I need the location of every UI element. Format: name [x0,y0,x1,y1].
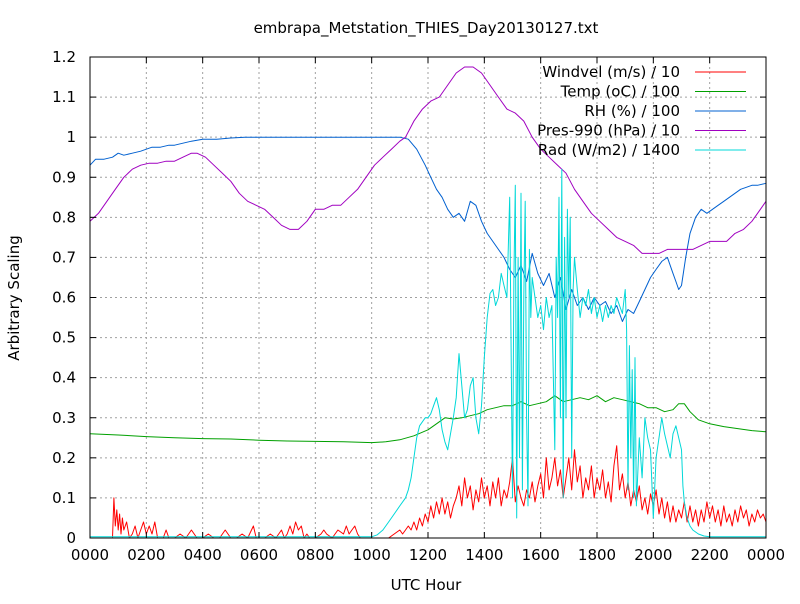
series-line-2 [89,395,767,444]
x-tick-label: 1800 [578,546,616,564]
y-tick-label: 0 [66,529,76,547]
series-lines [89,66,767,539]
y-tick-label: 0.3 [52,409,76,427]
y-tick-label: 0.9 [52,168,76,186]
x-tick-label: 2000 [634,546,672,564]
legend-label: Rad (W/m2) / 1400 [538,141,680,159]
legend-label: Temp (oC) / 100 [560,83,680,101]
y-tick-label: 0.6 [52,289,76,307]
chart-title: embrapa_Metstation_THIES_Day20130127.txt [254,19,599,38]
legend-item: Windvel (m/s) / 10 [542,63,746,81]
legend-item: Pres-990 (hPa) / 10 [537,122,746,140]
series-line-5 [90,168,766,538]
series-line-4 [89,66,767,254]
y-tick-label: 1.1 [52,88,76,106]
legend-item: RH (%) / 100 [584,102,746,120]
x-tick-label: 1000 [353,546,391,564]
x-tick-label: 0200 [127,546,165,564]
x-tick-label: 0400 [184,546,222,564]
legend-label: Windvel (m/s) / 10 [542,63,680,81]
legend-item: Temp (oC) / 100 [560,83,746,101]
x-tick-label: 1200 [409,546,447,564]
y-tick-label: 0.7 [52,248,76,266]
x-tick-label: 0000 [71,546,109,564]
y-tick-label: 1.2 [52,48,76,66]
x-axis: 0000 0200 0400 0600 0800 1000 1200 1400 1600 1800… [71,57,785,564]
y-axis: 0 0.1 0.2 0.3 0.4 0.5 0.6 0.7 0.8 0.9 1 1.1 1.2 [52,48,766,547]
legend-item: Rad (W/m2) / 1400 [538,141,746,159]
x-tick-label: 1400 [465,546,503,564]
y-tick-label: 0.5 [52,329,76,347]
y-tick-label: 0.4 [52,369,76,387]
x-axis-label: UTC Hour [391,576,462,594]
y-tick-label: 0.8 [52,208,76,226]
legend-label: Pres-990 (hPa) / 10 [537,122,680,140]
x-tick-label: 1600 [522,546,560,564]
x-tick-label: 0800 [296,546,334,564]
y-tick-label: 0.2 [52,449,76,467]
y-tick-label: 0.1 [52,489,76,507]
x-tick-label: 2200 [691,546,729,564]
x-tick-label: 0000 [747,546,785,564]
legend-label: RH (%) / 100 [584,102,680,120]
y-axis-label: Arbitrary Scaling [5,235,23,361]
y-tick-label: 1 [66,128,76,146]
series-line-1 [90,445,767,539]
x-tick-label: 0600 [240,546,278,564]
